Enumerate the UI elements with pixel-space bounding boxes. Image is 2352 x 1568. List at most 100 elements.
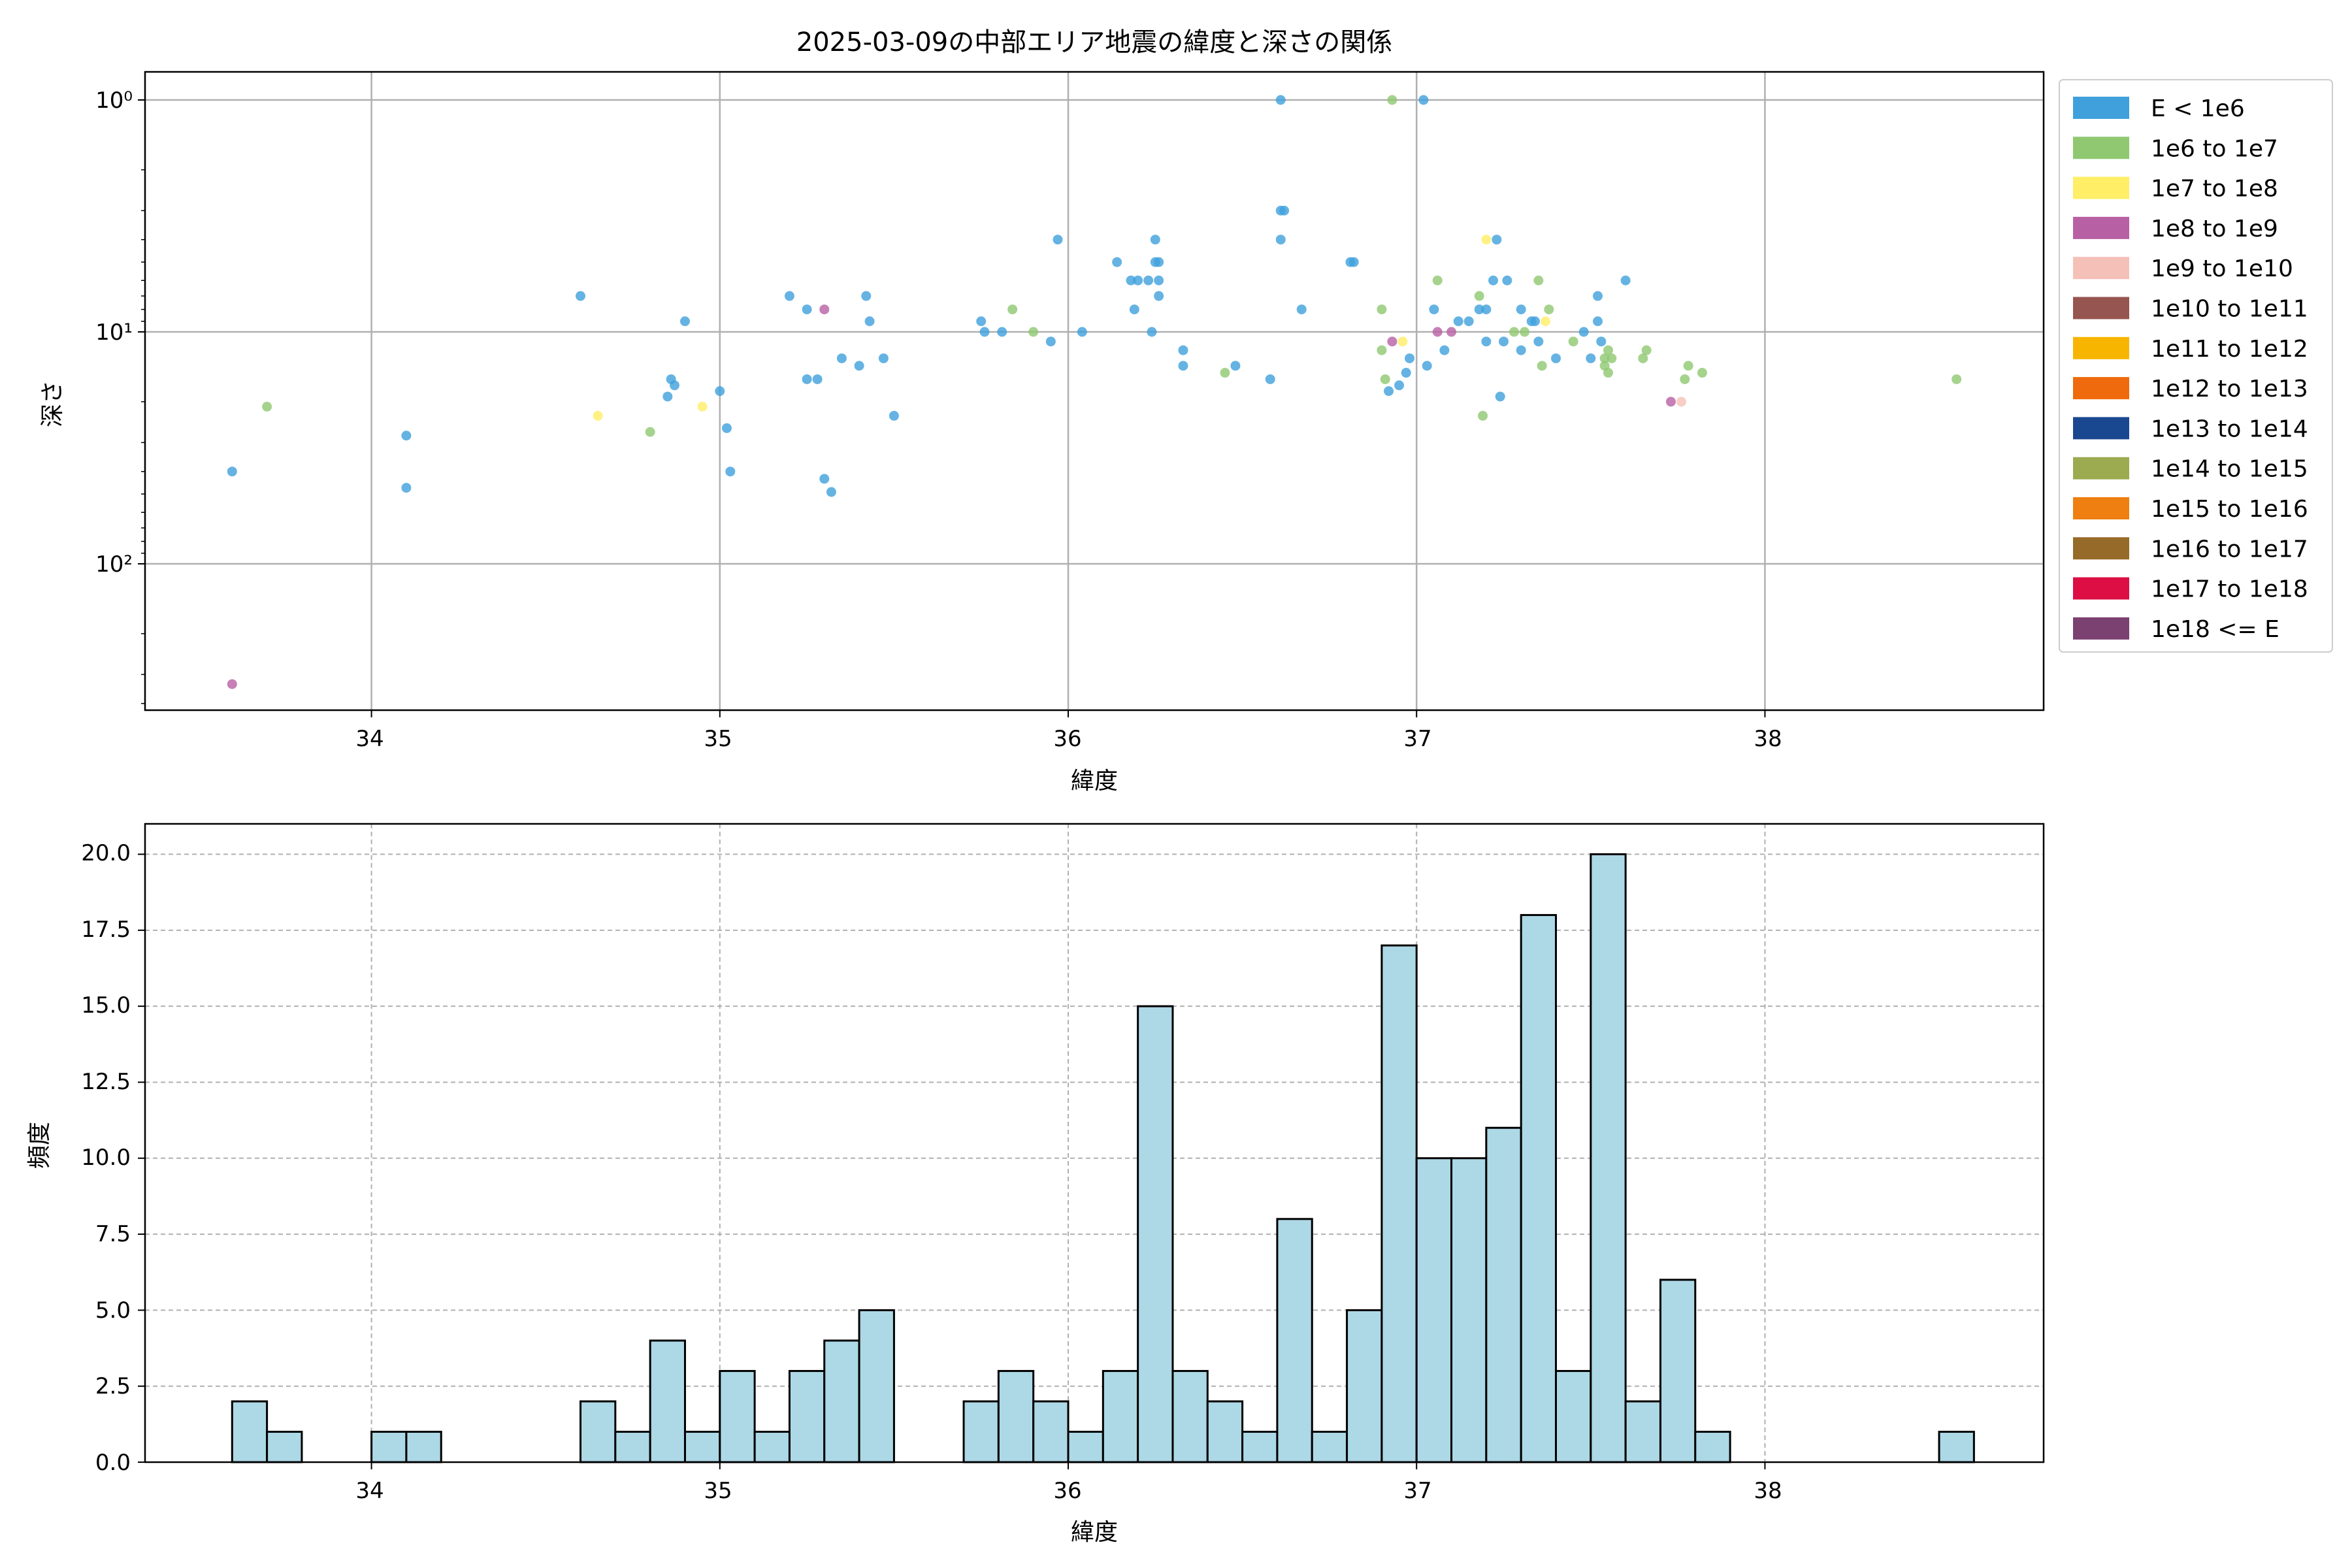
hist-xtick-label-35: 35 [704,1478,732,1504]
histogram-bar [1694,1430,1731,1463]
scatter-point [812,374,823,384]
scatter-point [1154,257,1164,267]
scatter-point [1045,336,1056,347]
scatter-point [1488,275,1499,286]
scatter-point [1676,397,1686,407]
scatter-point [1603,345,1613,355]
scatter-xtick-label-34: 34 [355,726,384,752]
scatter-point [802,374,812,384]
scatter-point [1439,345,1450,355]
legend-swatch-11 [2073,537,2129,560]
scatter-point [1429,304,1439,315]
legend-swatch-13 [2073,617,2129,640]
scatter-point [819,304,830,315]
histogram-bar [788,1369,826,1463]
scatter-point [1143,275,1154,286]
scatter-point [1053,235,1063,245]
scatter-point [997,327,1007,337]
scatter-point [1220,368,1230,378]
scatter-point [1154,291,1164,301]
legend-label-8: 1e13 to 1e14 [2151,416,2308,442]
scatter-point [1405,353,1415,363]
scatter-point [262,401,272,412]
legend-label-7: 1e12 to 1e13 [2151,376,2308,402]
scatter-point [1516,345,1526,355]
scatter-point [1463,316,1474,327]
scatter-point [1178,361,1188,371]
histogram-bar [1032,1400,1070,1463]
scatter-point [1077,327,1087,337]
legend-swatch-6 [2073,336,2129,359]
histogram-bar [1659,1279,1697,1463]
scatter-point [976,316,987,327]
hist-xtick-label-36: 36 [1053,1478,1081,1504]
hist-xtick-label-38: 38 [1754,1478,1782,1504]
scatter-gridlines [145,72,2044,717]
hist-xtick-label-34: 34 [355,1478,384,1504]
legend-label-2: 1e7 to 1e8 [2151,176,2278,203]
scatter-point [1028,327,1039,337]
legend-swatch-2 [2073,176,2129,199]
scatter-point [878,353,889,363]
scatter-point [1296,304,1307,315]
scatter-point [1279,205,1290,216]
histogram-bar [405,1430,442,1463]
scatter-point [401,431,412,441]
legend-entries: E < 1e6 1e6 to 1e7 1e7 to 1e8 1e8 to 1e9 1e9… [2073,95,2308,643]
scatter-point [1129,304,1139,315]
scatter-point [1638,353,1648,363]
legend-label-0: E < 1e6 [2151,95,2245,122]
legend-swatch-4 [2073,257,2129,280]
histogram-bar [1311,1430,1348,1463]
hist-ytick-label-8: 20.0 [81,840,131,866]
scatter-point [669,380,679,391]
scatter-point [721,423,732,433]
scatter-point [1401,368,1411,378]
scatter-point [1150,235,1160,245]
scatter-point [1586,353,1596,363]
hist-ytick-label-5: 12.5 [81,1069,131,1095]
hist-ytick-label-0: 0.0 [95,1450,131,1476]
scatter-point [593,410,603,421]
scatter-point [645,427,655,437]
scatter-point [1387,336,1397,347]
scatter-point [1599,353,1610,363]
scatter-minor-ticks [141,169,145,704]
scatter-point [1453,316,1463,327]
scatter-point [1509,327,1520,337]
scatter-point [1533,336,1544,347]
scatter-point [1007,304,1018,315]
legend-label-5: 1e10 to 1e11 [2151,296,2308,323]
histogram-bar [1555,1369,1592,1463]
legend-swatch-5 [2073,297,2129,319]
histogram-bar [649,1339,686,1463]
scatter-point [889,410,899,421]
legend-swatch-8 [2073,417,2129,440]
scatter-point [1492,235,1502,245]
scatter-point [1495,391,1505,402]
histogram-bar [719,1369,756,1463]
scatter-point [1178,345,1188,355]
scatter-point [1641,345,1652,355]
scatter-point [1481,304,1492,315]
scatter-point [864,316,875,327]
scatter-point [662,391,673,402]
scatter-point [1384,386,1394,397]
histogram-bar [1415,1157,1453,1463]
scatter-point [1377,345,1387,355]
scatter-point [1592,316,1603,327]
scatter-ytick-0: 10⁰ [95,88,145,114]
legend-label-12: 1e17 to 1e18 [2151,576,2308,603]
scatter-point [1275,95,1286,105]
scatter-x-ticks: 34 35 36 37 38 [355,726,1782,752]
histogram-bar [1380,944,1418,1463]
hist-ytick-label-6: 15.0 [81,992,131,1019]
scatter-point [1530,316,1541,327]
histogram-bar [1276,1218,1313,1463]
scatter-point [725,466,736,477]
scatter-point [1537,361,1547,371]
scatter-plot-frame [144,71,2045,711]
scatter-points [227,95,1962,689]
scatter-point [802,304,812,315]
scatter-point [979,327,990,337]
